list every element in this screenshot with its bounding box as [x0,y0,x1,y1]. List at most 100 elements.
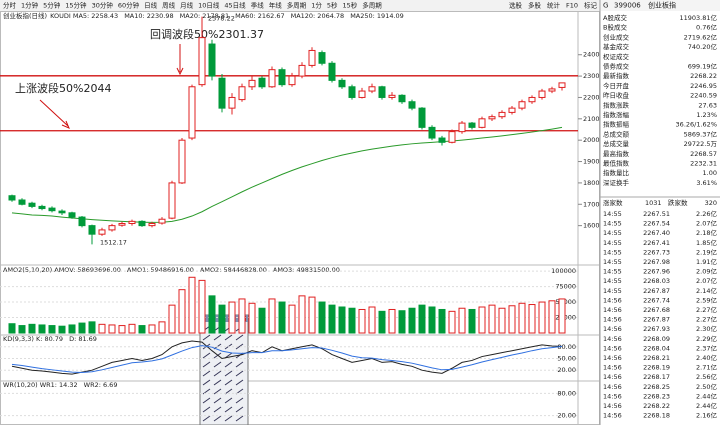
toolbar-tab[interactable]: 30分钟 [92,1,114,10]
tick-volume: 2.27亿 [696,305,717,314]
toolbar-tab[interactable]: 多周期 [362,1,382,10]
toolbar-tab[interactable]: 季线 [251,1,265,10]
palette-icon[interactable] [202,352,211,359]
quote-label: B股成交 [603,23,627,32]
palette-icon[interactable] [202,397,211,404]
volume-bar [218,304,226,334]
tick-price: 2267.73 [643,248,670,256]
palette-icon[interactable] [213,379,222,386]
toolbar-tab[interactable]: 月线 [180,1,194,10]
palette-icon[interactable] [202,406,211,413]
y-tick-label: 2400 [583,51,600,59]
palette-icon[interactable] [202,361,211,368]
palette-icon[interactable] [224,334,233,341]
volume-bar [98,323,106,334]
candle-body [398,94,406,103]
palette-icon[interactable] [202,370,211,377]
palette-icon[interactable] [202,334,211,341]
palette-icon[interactable] [224,379,233,386]
palette-icon[interactable] [213,415,222,422]
palette-icon[interactable] [235,370,244,377]
candle-body [498,111,506,118]
palette-icon[interactable] [213,334,222,341]
candle-body [298,64,306,77]
palette-icon[interactable] [235,415,244,422]
palette-icon[interactable] [224,361,233,368]
indicator-header: MA250: 1914.09 [350,12,404,20]
candle-body [528,96,536,103]
toolbar-tab[interactable]: 分时 [3,1,17,10]
palette-icon[interactable] [202,415,211,422]
toolbar-tab[interactable]: 选股 [509,1,523,10]
palette-icon[interactable] [235,343,244,350]
y-tick-label: 80.00 [557,343,576,351]
y-tick-label: 1800 [583,179,600,187]
palette-icon[interactable] [202,379,211,386]
volume-bar [248,302,256,334]
toolbar-tab[interactable]: 多股 [528,1,542,10]
palette-icon[interactable] [224,415,233,422]
quote-label: 指数涨幅 [603,110,630,119]
palette-icon[interactable] [213,406,222,413]
palette-icon[interactable] [224,397,233,404]
palette-icon[interactable] [224,370,233,377]
toolbar-tab[interactable]: F10 [566,2,578,10]
y-tick-label: 1700 [583,200,600,208]
palette-icon[interactable] [235,397,244,404]
candle-body [538,90,546,98]
palette-icon[interactable] [213,388,222,395]
toolbar-tab[interactable]: 45日线 [224,1,246,10]
toolbar-tab[interactable]: 周线 [162,1,176,10]
palette-icon[interactable] [235,334,244,341]
volume-bar [88,321,96,334]
toolbar-tab[interactable]: 5秒 [327,1,338,10]
quote-label: 总成交额 [603,129,630,138]
palette-icon[interactable] [224,388,233,395]
toolbar-tab[interactable]: 10日线 [198,1,220,10]
volume-bar [538,301,546,334]
toolbar-tab[interactable]: 15秒 [342,1,357,10]
candle-body [238,86,246,101]
candle-body [218,77,226,109]
palette-icon[interactable] [235,361,244,368]
toolbar-tab[interactable]: 年线 [269,1,283,10]
palette-icon[interactable] [213,361,222,368]
tick-volume: 2.29亿 [696,334,717,343]
palette-icon[interactable] [235,379,244,386]
annotation: 回调波段50%2301.37 [150,27,264,41]
volume-bar [438,308,446,334]
volume-bar [458,307,466,334]
tick-volume: 2.56亿 [696,372,717,381]
toolbar-tab[interactable]: 统计 [547,1,561,10]
toolbar-tab[interactable]: 1分钟 [21,1,39,10]
palette-icon[interactable] [213,397,222,404]
y-tick-label: 25000 [555,314,576,322]
tick-time: 14:55 [603,210,622,218]
volume-bar [278,301,286,334]
toolbar-tab[interactable]: 日线 [144,1,158,10]
candle-body [88,225,96,235]
toolbar-tab[interactable]: 60分钟 [118,1,140,10]
toolbar-tab[interactable]: 1分 [311,1,322,10]
toolbar-tab[interactable]: 5分钟 [43,1,61,10]
palette-icon[interactable] [224,406,233,413]
toolbar-tab[interactable]: 标记 [584,1,598,10]
toolbar-tab[interactable]: 15分钟 [65,1,87,10]
quote-label: 最低指数 [603,159,630,168]
tick-time: 14:56 [603,392,622,400]
quote-label: 创业成交 [603,32,630,41]
volume-bar [428,306,436,334]
palette-icon[interactable] [213,370,222,377]
palette-icon[interactable] [224,352,233,359]
volume-bar [518,302,526,334]
volume-bar [498,307,506,334]
volume-bar [528,304,536,334]
candle-body [58,210,66,214]
y-tick-label: 2000 [583,136,600,144]
volume-bar [318,301,326,334]
quote-value: 0.76亿 [696,23,717,32]
y-tick-label: 1900 [583,158,600,166]
palette-icon[interactable] [235,406,244,413]
toolbar-tab[interactable]: 多周期 [287,1,307,10]
candle-body [128,220,136,224]
